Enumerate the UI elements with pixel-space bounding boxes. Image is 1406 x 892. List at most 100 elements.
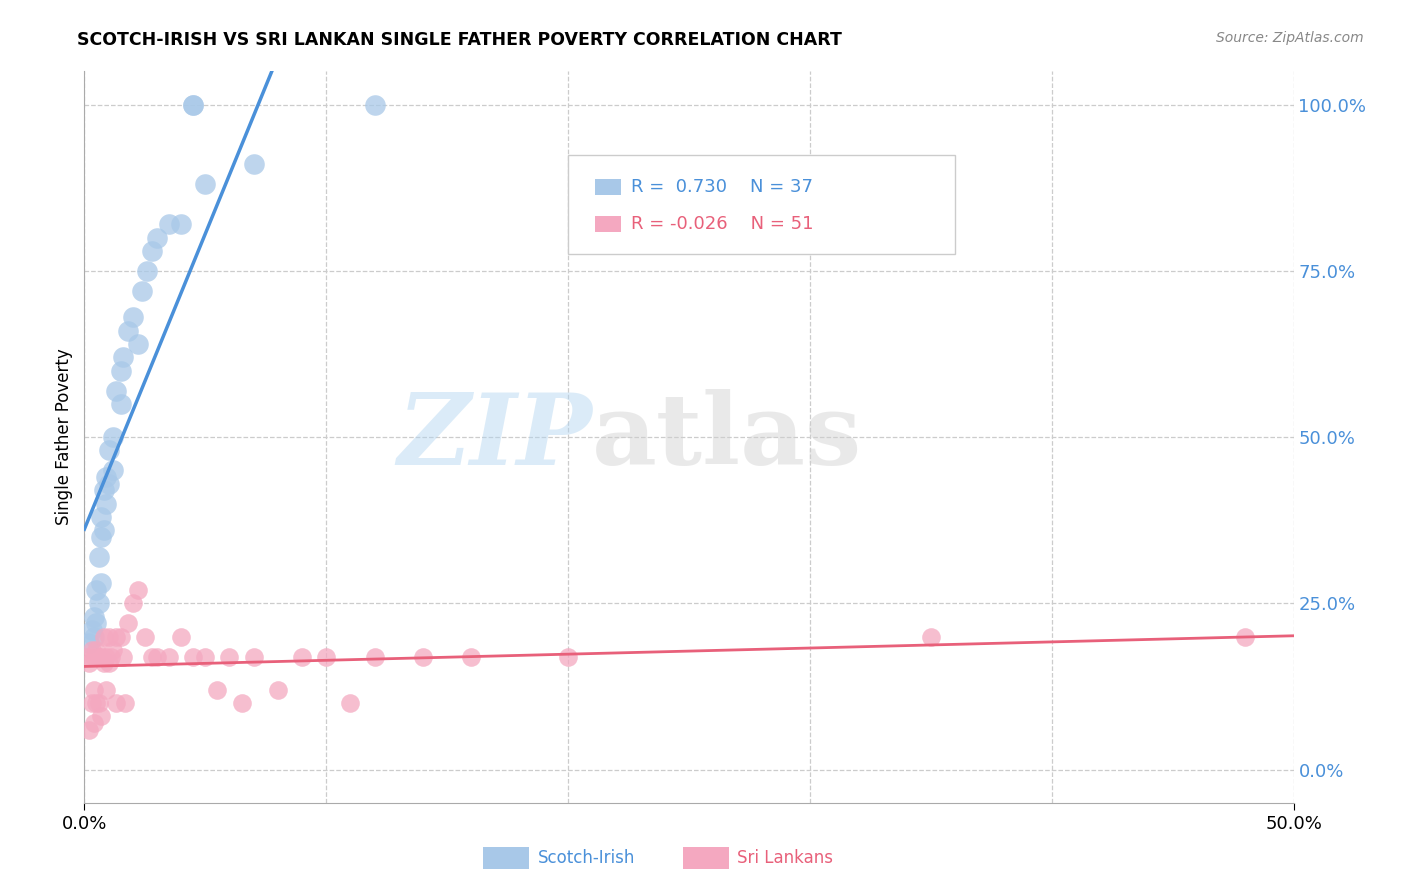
Point: [131, 284, 153, 298]
Point: [97, 630, 120, 644]
Point: [170, 630, 193, 644]
Text: R =  0.730    N = 37: R = 0.730 N = 37: [631, 178, 813, 195]
Point: [157, 649, 180, 664]
Text: SCOTCH-IRISH VS SRI LANKAN SINGLE FATHER POVERTY CORRELATION CHART: SCOTCH-IRISH VS SRI LANKAN SINGLE FATHER…: [77, 31, 842, 49]
Point: [242, 157, 264, 171]
Point: [94, 470, 117, 484]
Point: [207, 682, 229, 697]
Text: atlas: atlas: [592, 389, 862, 485]
Point: [121, 596, 143, 610]
Point: [146, 230, 169, 244]
Point: [112, 649, 135, 664]
Point: [363, 97, 385, 112]
Point: [80, 623, 103, 637]
Point: [460, 649, 482, 664]
Point: [141, 244, 163, 258]
Point: [83, 716, 105, 731]
Point: [77, 723, 100, 737]
Point: [117, 616, 139, 631]
Point: [363, 649, 385, 664]
Point: [146, 649, 169, 664]
Point: [86, 696, 108, 710]
Point: [114, 696, 136, 710]
Point: [76, 649, 98, 664]
Point: [110, 630, 132, 644]
Point: [86, 616, 108, 631]
Point: [80, 696, 103, 710]
Point: [117, 324, 139, 338]
Point: [83, 630, 105, 644]
Text: ZIP: ZIP: [398, 389, 592, 485]
Bar: [595, 216, 621, 232]
Point: [134, 630, 156, 644]
Point: [136, 264, 159, 278]
Point: [127, 582, 149, 597]
Bar: [595, 178, 621, 194]
Point: [93, 656, 115, 670]
Point: [181, 97, 204, 112]
Point: [194, 649, 217, 664]
Point: [103, 430, 125, 444]
Point: [181, 649, 204, 664]
Point: [90, 649, 112, 664]
Point: [121, 310, 143, 325]
Point: [83, 682, 105, 697]
Point: [110, 397, 132, 411]
Point: [291, 649, 314, 664]
Point: [93, 630, 115, 644]
Point: [87, 549, 110, 564]
Point: [157, 217, 180, 231]
Y-axis label: Single Father Poverty: Single Father Poverty: [55, 349, 73, 525]
Point: [86, 643, 108, 657]
Point: [100, 649, 122, 664]
Point: [242, 649, 264, 664]
Point: [218, 649, 240, 664]
Bar: [484, 847, 529, 869]
FancyBboxPatch shape: [568, 155, 955, 254]
Point: [267, 682, 290, 697]
Point: [920, 630, 942, 644]
Point: [93, 483, 115, 498]
Point: [97, 443, 120, 458]
Point: [94, 497, 117, 511]
Point: [97, 656, 120, 670]
Point: [94, 682, 117, 697]
Point: [412, 649, 434, 664]
Point: [90, 709, 112, 723]
Point: [110, 363, 132, 377]
Point: [104, 384, 127, 398]
Point: [90, 576, 112, 591]
Point: [86, 582, 108, 597]
Text: Sri Lankans: Sri Lankans: [737, 848, 834, 867]
Point: [77, 636, 100, 650]
Point: [315, 649, 337, 664]
Point: [231, 696, 253, 710]
Point: [90, 530, 112, 544]
Point: [87, 596, 110, 610]
Point: [80, 643, 103, 657]
Point: [557, 649, 579, 664]
Point: [104, 696, 127, 710]
Text: Scotch-Irish: Scotch-Irish: [538, 848, 636, 867]
Point: [77, 656, 100, 670]
Point: [83, 609, 105, 624]
Point: [87, 649, 110, 664]
Bar: [683, 847, 728, 869]
Point: [339, 696, 361, 710]
Point: [103, 463, 125, 477]
Point: [83, 649, 105, 664]
Point: [104, 630, 127, 644]
Point: [112, 351, 135, 365]
Point: [141, 649, 163, 664]
Point: [87, 696, 110, 710]
Text: Source: ZipAtlas.com: Source: ZipAtlas.com: [1216, 31, 1364, 45]
Point: [181, 97, 204, 112]
Point: [194, 178, 217, 192]
Point: [170, 217, 193, 231]
Point: [1234, 630, 1257, 644]
Text: R = -0.026    N = 51: R = -0.026 N = 51: [631, 215, 814, 233]
Point: [90, 509, 112, 524]
Point: [97, 476, 120, 491]
Point: [93, 523, 115, 537]
Point: [127, 337, 149, 351]
